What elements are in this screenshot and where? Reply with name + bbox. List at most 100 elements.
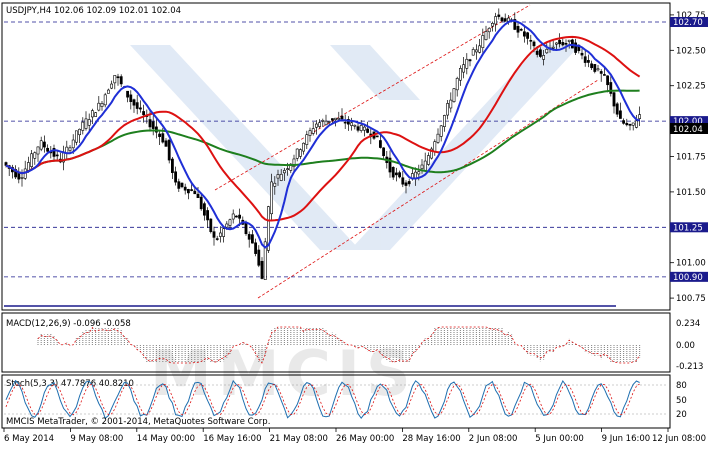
candle-body [270, 181, 274, 215]
stoch-d-line [5, 383, 640, 416]
candle-body [187, 189, 190, 194]
candle-body [215, 238, 219, 240]
ma-fast-line[interactable] [5, 19, 640, 249]
macd-pane-frame [1, 312, 671, 373]
candle-body [132, 99, 136, 106]
level-tag [670, 16, 708, 27]
candle-body [231, 213, 235, 220]
stoch-tick-label: 20 [676, 410, 687, 420]
candle-body [554, 42, 558, 45]
candle-body [478, 45, 482, 53]
candle-body [244, 222, 248, 235]
candle-body [622, 120, 626, 124]
price-tick-label: 101.00 [676, 259, 706, 269]
candle-body [20, 177, 24, 179]
ma-mid-line[interactable] [5, 35, 641, 222]
candle-body [343, 121, 347, 124]
candle-body [350, 122, 354, 126]
candle-body [426, 155, 430, 165]
time-tick-label: 2 Jun 08:00 [469, 434, 518, 444]
macd-label: MACD(12,26,9) -0.096 -0.058 [6, 319, 131, 329]
candle-body [39, 140, 43, 150]
candle-body [567, 39, 571, 42]
time-tick-label: 6 May 2014 [4, 434, 54, 444]
candle-body [500, 17, 504, 22]
candle-body [196, 193, 200, 199]
candle-body [561, 42, 565, 46]
price-axis: 102.75 102.50 102.25 102.00 101.75 101.50 101.… [670, 11, 706, 304]
stoch-tick-label: 80 [676, 381, 687, 391]
candle-body [382, 147, 386, 157]
macd-histogram [37, 327, 641, 363]
candle-body [148, 119, 152, 128]
candle-body [407, 181, 411, 185]
candle-body [439, 125, 443, 137]
candle-body [251, 234, 254, 244]
candle-body [81, 121, 85, 131]
candle-body [212, 231, 216, 238]
candle-body [55, 154, 59, 157]
time-axis: 6 May 2014 9 May 08:00 14 May 00:00 16 May … [3, 428, 706, 444]
candle-body [276, 174, 280, 179]
candle-body [535, 50, 539, 55]
candle-body [609, 82, 613, 94]
candle-body [129, 94, 133, 102]
candle-body [174, 171, 178, 183]
price-tick-label: 102.75 [676, 11, 706, 21]
candle-body [97, 102, 101, 111]
candle-body [494, 16, 498, 25]
candle-body [100, 103, 104, 107]
current-price-label: 102.04 [673, 125, 703, 135]
candle-body [638, 114, 642, 119]
candle-body [75, 130, 78, 143]
copyright-text: MMCIS MetaTrader, © 2001-2014, MetaQuote… [6, 417, 270, 427]
candle-body [337, 118, 341, 120]
candle-body [330, 118, 334, 121]
candle-body [401, 177, 405, 185]
candle-body [526, 32, 530, 39]
candle-body [42, 141, 46, 148]
candle-body [398, 172, 402, 178]
candle-body [321, 120, 325, 122]
candle-body [282, 170, 286, 174]
time-tick-label: 9 Jun 16:00 [602, 434, 651, 444]
candle-body [302, 142, 306, 152]
candle-body [311, 128, 315, 134]
candle-body [263, 241, 267, 280]
candle-body [462, 64, 466, 73]
candle-body [327, 121, 331, 123]
candle-body [279, 173, 283, 181]
candle-body [203, 203, 206, 216]
candle-body [164, 140, 168, 147]
candle-body [436, 133, 440, 143]
candle-body [452, 88, 456, 102]
candle-body [26, 162, 30, 171]
channel-upper-line[interactable] [214, 4, 531, 191]
candle-body [52, 148, 56, 157]
candle-body [254, 242, 258, 254]
candle-body [193, 190, 197, 195]
candle-body [455, 78, 459, 91]
candle-body [46, 147, 50, 152]
candle-body [375, 135, 379, 138]
candle-body [238, 214, 242, 219]
candle-body [180, 182, 184, 188]
channel-lower-line[interactable] [257, 79, 599, 299]
stoch-tick-label: 50 [676, 396, 687, 406]
candle-body [87, 119, 91, 126]
candle-body [116, 76, 120, 79]
candle-body [151, 121, 155, 129]
stoch-label: Stoch(5,3,3) 47.7876 40.8210 [6, 379, 134, 389]
candle-body [353, 124, 357, 127]
candle-body [139, 107, 142, 110]
candle-body [474, 49, 478, 53]
candle-body [433, 141, 437, 152]
candle-body [634, 120, 638, 128]
candle-body [446, 103, 450, 116]
ma-slow-line[interactable] [5, 89, 640, 175]
candle-body [628, 124, 632, 126]
stoch-axis: 80 50 20 [676, 381, 687, 420]
candle-body [391, 167, 395, 178]
